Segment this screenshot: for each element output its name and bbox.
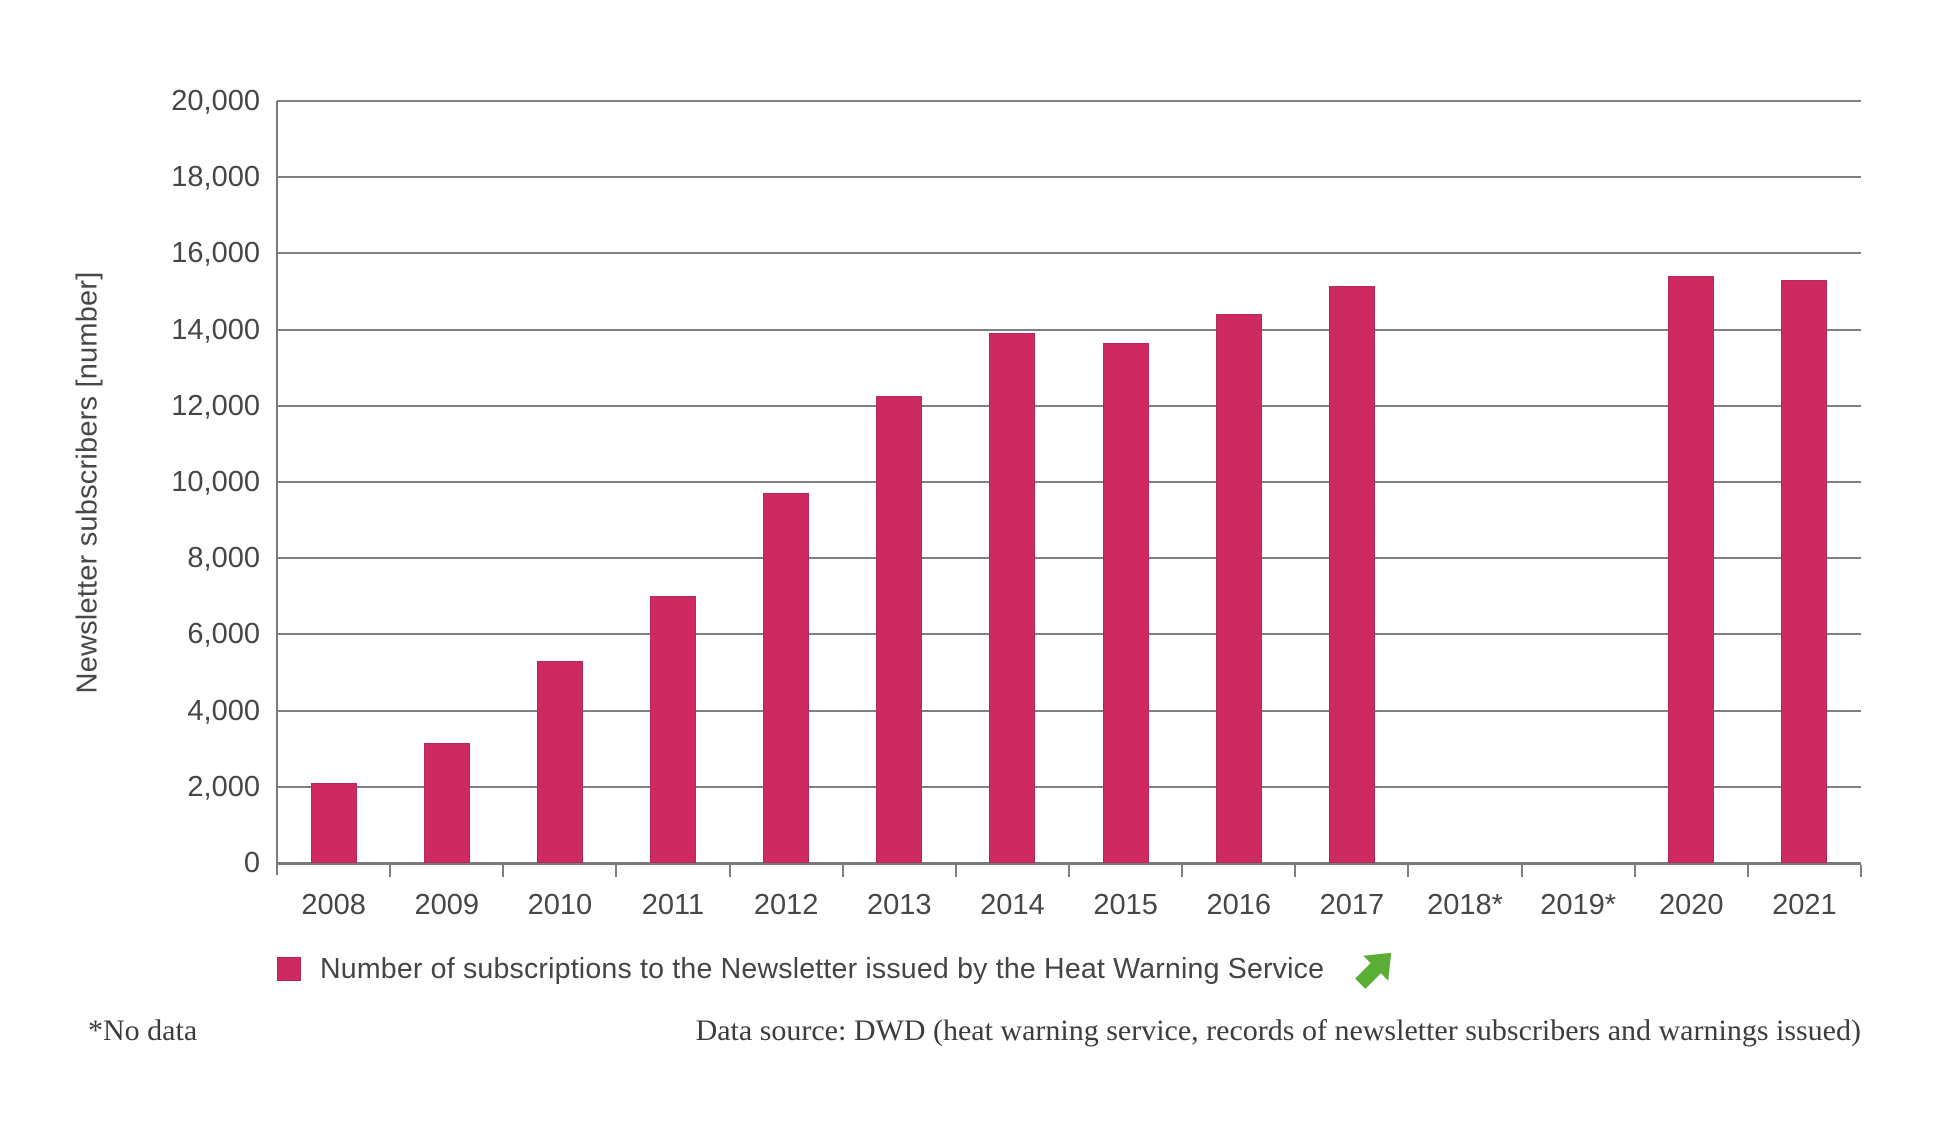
x-tick-label-2012: 2012 — [753, 889, 819, 921]
y-tick-label-0: 0 — [243, 847, 260, 879]
x-tick-mark — [502, 865, 505, 877]
legend-swatch — [277, 957, 301, 981]
footnote-no-data: *No data — [88, 1014, 198, 1047]
data-source: Data source: DWD (heat warning service, … — [695, 1014, 1861, 1047]
bar-2013 — [876, 396, 923, 863]
x-tick-mark — [1294, 865, 1297, 877]
x-tick-label-2009: 2009 — [414, 889, 479, 921]
gridline-20000 — [277, 100, 1861, 102]
x-tick-mark — [1633, 865, 1636, 877]
y-tick-label-6000: 6,000 — [187, 618, 260, 651]
x-tick-mark — [1407, 865, 1410, 877]
x-tick-label-2014: 2014 — [980, 889, 1045, 921]
y-tick-label-20000: 20,000 — [171, 85, 260, 117]
bar-2015 — [1102, 342, 1149, 863]
y-tick-label-12000: 12,000 — [171, 389, 260, 422]
y-tick-label-4000: 4,000 — [187, 694, 260, 727]
legend-label: Number of subscriptions to the Newslette… — [320, 952, 1325, 985]
gridline-0 — [277, 862, 1861, 865]
bar-2008 — [310, 783, 357, 863]
x-tick-mark — [954, 865, 957, 877]
gridline-16000 — [277, 252, 1861, 255]
y-tick-label-14000: 14,000 — [171, 313, 260, 346]
bar-2014 — [989, 333, 1036, 863]
gridline-18000 — [277, 176, 1861, 179]
y-tick-label-18000: 18,000 — [171, 161, 260, 194]
x-tick-mark — [728, 865, 731, 877]
x-tick-label-2015: 2015 — [1093, 889, 1158, 921]
x-tick-mark — [1746, 865, 1749, 877]
gridline-6000 — [277, 633, 1861, 636]
x-tick-label-2019: 2019* — [1540, 889, 1617, 921]
y-tick-label-16000: 16,000 — [171, 237, 260, 270]
y-tick-label-8000: 8,000 — [187, 542, 260, 575]
x-tick-mark — [1520, 865, 1523, 877]
gridline-14000 — [277, 328, 1861, 331]
bar-2011 — [650, 596, 696, 863]
bar-2016 — [1215, 314, 1262, 863]
legend: Number of subscriptions to the Newslette… — [277, 944, 1400, 994]
x-tick-mark — [615, 865, 618, 877]
bar-2012 — [763, 493, 810, 863]
x-tick-label-2021: 2021 — [1772, 889, 1837, 921]
bar-2021 — [1781, 280, 1828, 863]
x-tick-label-2008: 2008 — [301, 889, 366, 921]
bar-2017 — [1328, 285, 1375, 863]
x-tick-label-2013: 2013 — [867, 889, 932, 921]
bar-2020 — [1668, 276, 1715, 863]
x-tick-label-2010: 2010 — [527, 889, 593, 921]
bar-2009 — [423, 743, 470, 863]
y-axis-line — [276, 101, 278, 875]
gridline-12000 — [277, 404, 1861, 407]
x-tick-mark — [841, 865, 844, 877]
bar-2010 — [536, 661, 583, 863]
x-tick-label-2018: 2018* — [1427, 889, 1503, 921]
gridline-8000 — [277, 557, 1861, 560]
gridline-4000 — [277, 709, 1861, 712]
x-tick-label-2016: 2016 — [1206, 889, 1271, 921]
x-tick-label-2020: 2020 — [1659, 889, 1724, 921]
plot-area — [276, 100, 1862, 877]
gridline-2000 — [277, 785, 1861, 788]
x-tick-mark — [1860, 865, 1862, 877]
y-tick-label-10000: 10,000 — [171, 466, 260, 498]
x-tick-label-2017: 2017 — [1319, 889, 1385, 921]
x-tick-mark — [1068, 865, 1070, 877]
trend-up-arrow-icon — [1355, 952, 1392, 989]
x-tick-mark — [1181, 865, 1184, 877]
x-tick-label-2011: 2011 — [641, 889, 705, 921]
gridline-10000 — [277, 481, 1861, 483]
footer: *No data Data source: DWD (heat warning … — [88, 1014, 1861, 1048]
y-tick-label-2000: 2,000 — [187, 770, 260, 803]
x-tick-mark — [389, 865, 392, 877]
